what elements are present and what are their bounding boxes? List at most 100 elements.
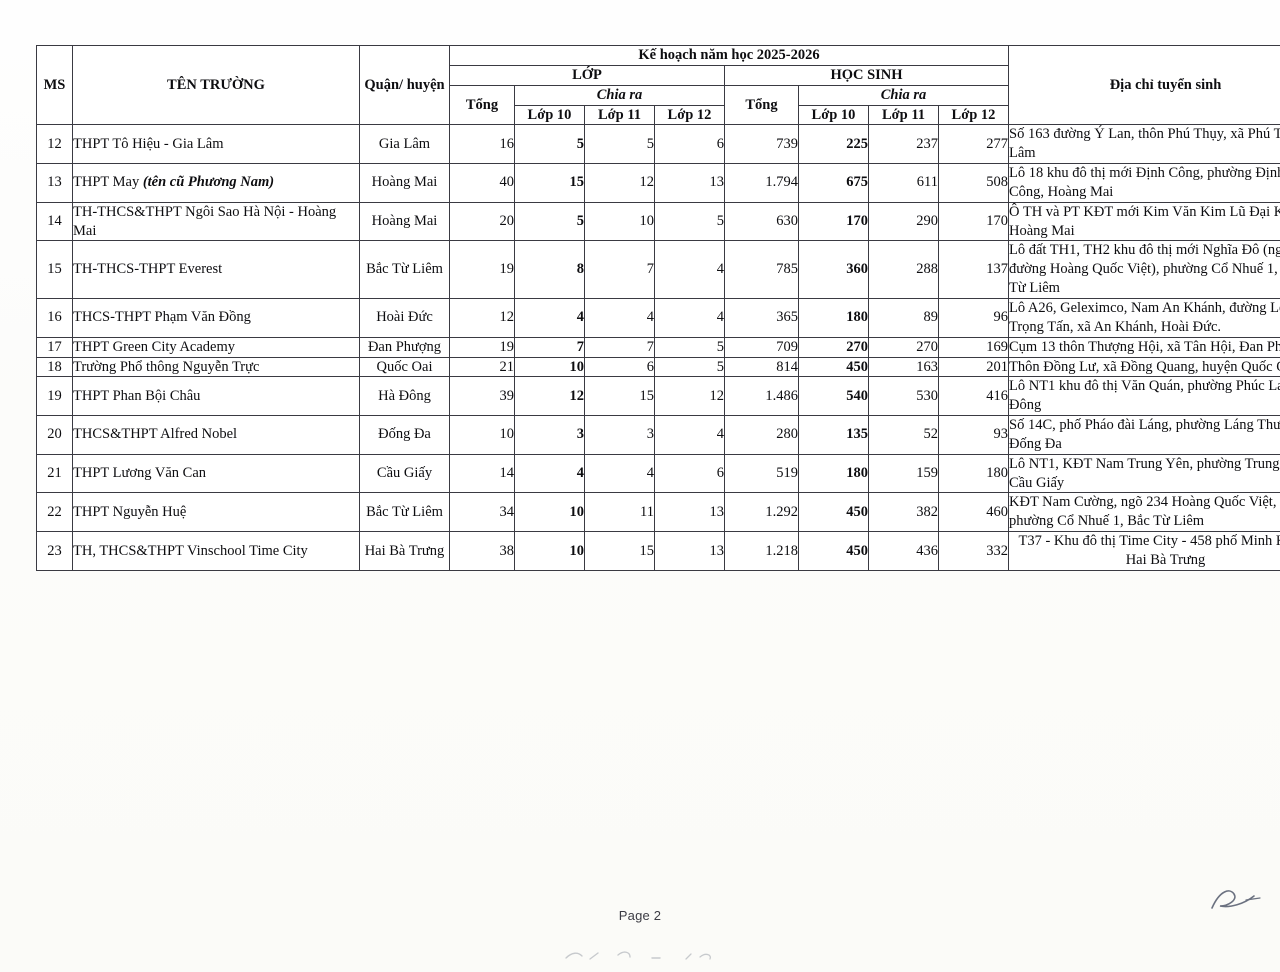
class-grade12-cell: 13 <box>654 492 725 533</box>
student-grade10-cell: 360 <box>798 240 869 299</box>
header-student-grade11: Lớp 11 <box>868 104 939 126</box>
student-grade10-cell: 450 <box>798 531 869 571</box>
school-name-text: TH-THCS&THPT Ngôi Sao Hà Nội - Hoàng Mai <box>73 203 337 239</box>
student-total-cell: 1.292 <box>724 492 799 533</box>
table-row: 14 TH-THCS&THPT Ngôi Sao Hà Nội - Hoàng M… <box>36 201 1280 242</box>
school-name-text: TH, THCS&THPT Vinschool Time City <box>73 542 308 559</box>
class-total-cell: 19 <box>449 240 515 299</box>
district-cell: Hà Đông <box>359 376 450 417</box>
header-students-group: HỌC SINH <box>724 64 1009 86</box>
row-code: 19 <box>36 376 73 417</box>
district-cell: Gia Lâm <box>359 124 450 165</box>
student-total-cell: 365 <box>724 297 799 338</box>
school-name-text: TH-THCS-THPT Everest <box>73 261 223 278</box>
school-name-text: THPT Phan Bội Châu <box>73 387 201 404</box>
school-name-text: THPT Tô Hiệu - Gia Lâm <box>73 135 224 152</box>
student-grade11-cell: 530 <box>868 376 939 417</box>
student-grade10-cell: 170 <box>798 201 869 242</box>
class-grade12-cell: 13 <box>654 163 725 203</box>
district-cell: Hoài Đức <box>359 297 450 338</box>
table-row: 15 TH-THCS-THPT Everest Bắc Từ Liêm 19 8 7 4 78… <box>36 240 1280 299</box>
header-student-grade10: Lớp 10 <box>798 104 869 126</box>
class-grade12-cell: 4 <box>654 297 725 338</box>
address-cell: Lô 18 khu đô thị mới Định Công, phường Đ… <box>1008 163 1280 203</box>
class-grade12-cell: 13 <box>654 531 725 571</box>
class-grade10-cell: 10 <box>514 492 585 533</box>
student-grade10-cell: 135 <box>798 415 869 455</box>
class-grade10-cell: 5 <box>514 201 585 242</box>
class-grade10-cell: 7 <box>514 336 585 358</box>
student-total-cell: 709 <box>724 336 799 358</box>
student-grade11-cell: 382 <box>868 492 939 533</box>
school-name-cell: Trường Phổ thông Nguyễn Trực <box>72 356 360 378</box>
class-grade10-cell: 12 <box>514 376 585 417</box>
class-total-cell: 19 <box>449 336 515 358</box>
student-total-cell: 814 <box>724 356 799 378</box>
school-name-text: THPT Green City Academy <box>73 338 236 355</box>
class-grade10-cell: 10 <box>514 531 585 571</box>
header-plan-title: Kế hoạch năm học 2025-2026 <box>449 45 1009 66</box>
class-grade10-cell: 10 <box>514 356 585 378</box>
class-grade11-cell: 10 <box>584 201 655 242</box>
school-alias-text: (tên cũ Phương Nam) <box>142 174 275 191</box>
class-grade11-cell: 15 <box>584 531 655 571</box>
school-name-cell: THPT Green City Academy <box>72 336 360 358</box>
district-cell: Bắc Từ Liêm <box>359 492 450 533</box>
row-code: 18 <box>36 356 73 378</box>
row-code: 20 <box>36 415 73 455</box>
student-grade12-cell: 460 <box>938 492 1009 533</box>
row-code: 21 <box>36 453 73 494</box>
student-grade10-cell: 270 <box>798 336 869 358</box>
class-total-cell: 40 <box>449 163 515 203</box>
class-total-cell: 14 <box>449 453 515 494</box>
school-name-cell: THPT May (tên cũ Phương Nam) <box>72 163 360 203</box>
class-total-cell: 38 <box>449 531 515 571</box>
class-grade12-cell: 5 <box>654 336 725 358</box>
class-grade11-cell: 12 <box>584 163 655 203</box>
table-row: 13 THPT May (tên cũ Phương Nam) Hoàng Mai 4… <box>36 163 1280 203</box>
class-grade12-cell: 6 <box>654 453 725 494</box>
school-name-text: THCS-THPT Phạm Văn Đồng <box>73 309 251 326</box>
class-grade11-cell: 7 <box>584 336 655 358</box>
district-cell: Quốc Oai <box>359 356 450 378</box>
header-class-grade10: Lớp 10 <box>514 104 585 126</box>
student-grade12-cell: 170 <box>938 201 1009 242</box>
row-code: 16 <box>36 297 73 338</box>
student-grade11-cell: 163 <box>868 356 939 378</box>
class-grade10-cell: 8 <box>514 240 585 299</box>
district-cell: Bắc Từ Liêm <box>359 240 450 299</box>
class-total-cell: 10 <box>449 415 515 455</box>
student-grade12-cell: 508 <box>938 163 1009 203</box>
class-grade11-cell: 7 <box>584 240 655 299</box>
address-cell: Lô A26, Geleximco, Nam An Khánh, đường L… <box>1008 297 1280 338</box>
student-grade12-cell: 416 <box>938 376 1009 417</box>
district-cell: Cầu Giấy <box>359 453 450 494</box>
student-grade12-cell: 180 <box>938 453 1009 494</box>
table-body: 12 THPT Tô Hiệu - Gia Lâm Gia Lâm 16 5 5 6 739 2… <box>36 124 1280 571</box>
address-cell: Cụm 13 thôn Thượng Hội, xã Tân Hội, Đan … <box>1008 336 1280 358</box>
class-grade12-cell: 6 <box>654 124 725 165</box>
row-code: 12 <box>36 124 73 165</box>
school-name-cell: TH-THCS-THPT Everest <box>72 240 360 299</box>
school-name-text: THPT Lương Văn Can <box>73 465 206 482</box>
school-name-cell: THPT Nguyễn Huệ <box>72 492 360 533</box>
enrollment-table: MS TÊN TRƯỜNG Quận/ huyện Kế hoạch năm h… <box>36 44 1280 571</box>
student-grade12-cell: 201 <box>938 356 1009 378</box>
student-total-cell: 1.486 <box>724 376 799 417</box>
class-grade10-cell: 15 <box>514 163 585 203</box>
class-total-cell: 20 <box>449 201 515 242</box>
student-grade10-cell: 180 <box>798 297 869 338</box>
student-grade12-cell: 96 <box>938 297 1009 338</box>
student-grade10-cell: 450 <box>798 492 869 533</box>
school-name-cell: THPT Phan Bội Châu <box>72 376 360 417</box>
student-grade11-cell: 52 <box>868 415 939 455</box>
student-grade11-cell: 270 <box>868 336 939 358</box>
class-grade12-cell: 5 <box>654 356 725 378</box>
student-grade11-cell: 237 <box>868 124 939 165</box>
row-code: 17 <box>36 336 73 358</box>
student-grade11-cell: 436 <box>868 531 939 571</box>
district-cell: Đống Đa <box>359 415 450 455</box>
class-total-cell: 21 <box>449 356 515 378</box>
header-class-grade12: Lớp 12 <box>654 104 725 126</box>
